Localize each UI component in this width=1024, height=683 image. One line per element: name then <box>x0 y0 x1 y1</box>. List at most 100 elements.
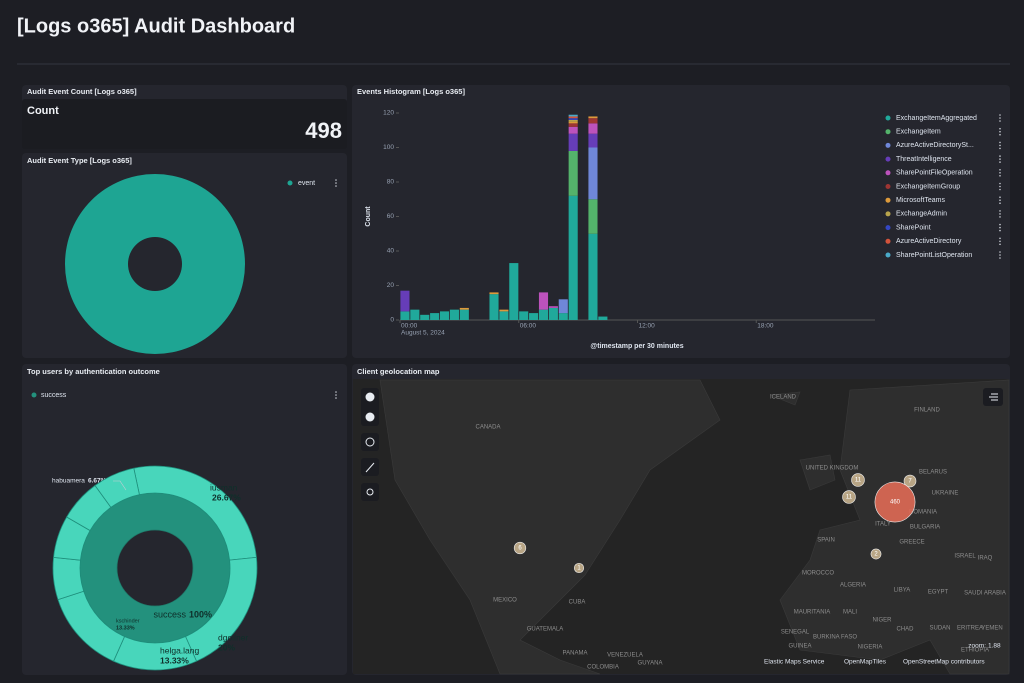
legend-swatch <box>885 156 891 162</box>
legend-swatch <box>885 252 891 258</box>
segment-value-label: 13.33% <box>116 625 135 631</box>
panel-title: Top users by authentication outcome <box>27 367 160 376</box>
menu-dot <box>335 391 337 393</box>
menu-dot <box>999 251 1001 253</box>
bar-segment <box>509 263 519 320</box>
menu-dot <box>335 185 337 187</box>
place-label: COLOMBIA <box>587 665 619 671</box>
place-label: GUATEMALA <box>527 627 564 633</box>
x-tick-label: 12:00 <box>639 323 656 330</box>
zoom-out[interactable] <box>365 412 375 422</box>
legend-label: ThreatIntelligence <box>896 156 952 163</box>
menu-dot <box>999 127 1001 130</box>
legend-label: ExchangeItemAggregated <box>896 115 977 122</box>
zoom-buttons[interactable] <box>361 388 379 426</box>
place-label: CUBA <box>569 600 586 606</box>
place-label: VENEZUELA <box>607 653 643 659</box>
segment-label: iusman <box>210 482 238 492</box>
pie-slice <box>65 174 245 354</box>
legend-swatch <box>885 129 891 135</box>
attribution-link[interactable]: OpenMapTiles <box>844 659 887 666</box>
legend-swatch <box>885 211 891 217</box>
segment-label: helga.lang <box>160 645 200 655</box>
menu-dot <box>999 229 1001 232</box>
locate-button[interactable] <box>361 433 379 451</box>
map[interactable] <box>353 379 1010 675</box>
bar-segment <box>529 313 539 320</box>
menu-dot <box>999 213 1001 215</box>
menu-dot <box>999 155 1001 157</box>
y-tick-label: 100 <box>383 144 394 151</box>
menu-dot <box>999 196 1001 198</box>
zoom-in[interactable] <box>365 392 375 402</box>
menu-dot <box>999 210 1001 212</box>
menu-dot <box>999 158 1001 160</box>
bar-segment <box>568 150 578 196</box>
bar-segment <box>548 306 558 308</box>
place-label: UNITED KINGDOM <box>806 466 859 472</box>
dashboard-title: [Logs o365] Audit Dashboard <box>17 15 295 37</box>
legend-label: SharePoint <box>896 224 931 231</box>
bar-segment <box>499 309 509 312</box>
bar-segment <box>548 307 558 320</box>
bar-segment <box>568 121 578 124</box>
legend-label: SharePointFileOperation <box>896 170 973 177</box>
cluster-count: 11 <box>855 478 862 484</box>
menu-dot <box>335 179 337 181</box>
bar-segment <box>538 309 549 320</box>
x-tick-label: 18:00 <box>757 323 774 330</box>
y-tick-label: 40 <box>387 248 395 255</box>
menu-dot <box>999 240 1001 243</box>
leader-line <box>113 480 127 491</box>
legend-swatch <box>885 197 891 203</box>
legend-swatch <box>885 170 891 176</box>
bar-segment <box>449 309 459 320</box>
segment-value-label: 6.67% <box>88 478 107 485</box>
menu-dot <box>999 182 1001 185</box>
cluster-marker <box>842 490 856 504</box>
cluster-marker <box>870 548 882 560</box>
locate-icon <box>365 437 375 447</box>
place-label: MOROCCO <box>802 571 834 577</box>
cluster-count: 11 <box>846 495 853 501</box>
tools-button[interactable] <box>361 483 379 501</box>
menu-dot <box>999 117 1001 119</box>
menu-dot <box>999 175 1001 177</box>
menu-dot <box>335 394 337 396</box>
legend-swatch <box>885 184 891 189</box>
bar-segment <box>420 314 430 320</box>
place-label: IRAQ <box>978 556 993 562</box>
legend-label: AzureActiveDirectory <box>896 238 962 245</box>
legend-label: MicrosoftTeams <box>896 197 946 204</box>
bar-segment <box>568 116 578 119</box>
y-tick-label: 80 <box>387 179 395 186</box>
menu-dot <box>999 199 1001 201</box>
cluster-marker <box>903 474 917 488</box>
panel-title: Audit Event Count [Logs o365] <box>27 87 137 96</box>
bar-segment <box>588 116 598 119</box>
x-tick-label: 00:00 <box>401 323 418 330</box>
place-label: UKRAINE <box>932 491 959 497</box>
bar-segment <box>439 311 450 320</box>
legend-label: ExchangeItem <box>896 129 941 136</box>
bar-segment <box>430 313 440 320</box>
menu-dot <box>999 257 1001 259</box>
attribution-link[interactable]: Elastic Maps Service <box>764 659 825 666</box>
place-label: BELARUS <box>919 470 947 476</box>
y-tick-label: 0 <box>390 317 394 324</box>
cluster-count: 7 <box>908 479 912 485</box>
map-controls <box>361 388 1003 501</box>
menu-dot <box>999 172 1001 174</box>
legend-label: success <box>41 392 67 399</box>
place-label: PANAMA <box>563 651 588 657</box>
legend-swatch <box>885 142 891 148</box>
fullscreen-icon <box>365 462 375 473</box>
place-label: BURKINA FASO <box>813 635 857 641</box>
attribution-link[interactable]: OpenStreetMap contributors <box>903 659 985 666</box>
cluster-marker <box>874 481 916 523</box>
metric-value: 498 <box>305 118 342 143</box>
y-tick-label: 20 <box>387 282 395 289</box>
place-label: NIGER <box>872 618 892 624</box>
bar-segment <box>588 133 598 148</box>
